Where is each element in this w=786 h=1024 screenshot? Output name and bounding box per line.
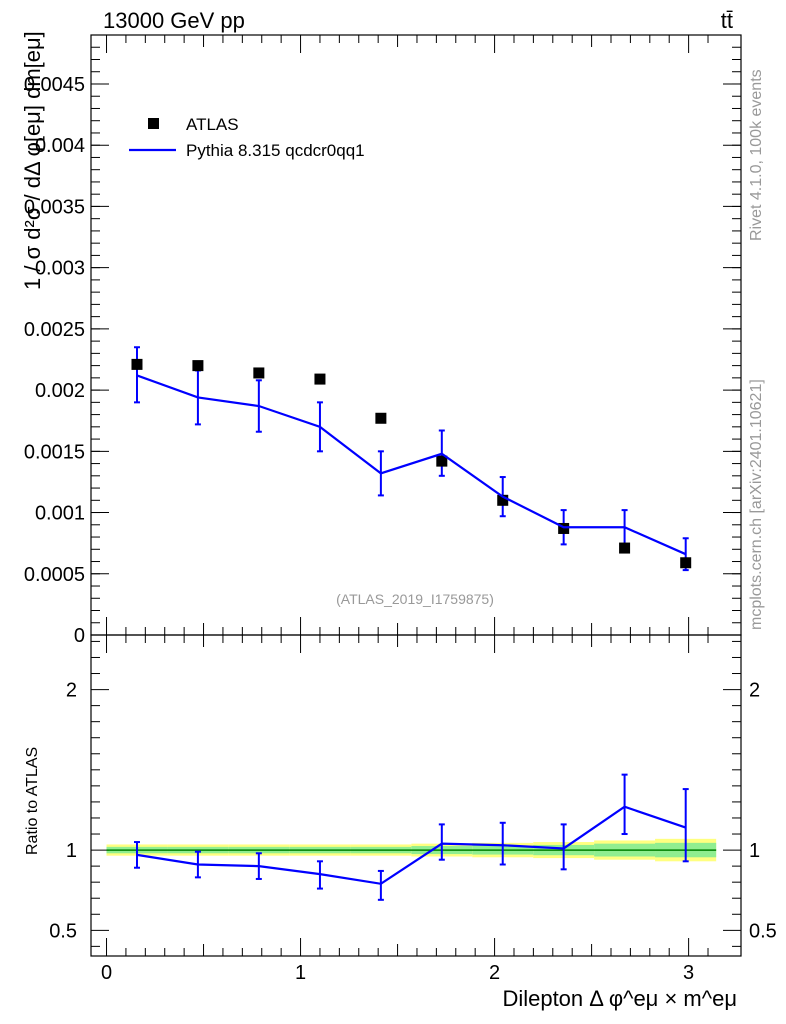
ratio-y-tick-label: 0.5 — [49, 920, 77, 942]
watermark: (ATLAS_2019_I1759875) — [336, 591, 494, 607]
main-plot-panel: 0.0005 0.001 0.0015 0.002 0.0025 0.003 0.0035 0… — [24, 34, 742, 647]
main-mc-line — [136, 374, 687, 556]
y-axis-label-ratio: Ratio to ATLAS — [24, 747, 41, 855]
y-tick-label: 0.0035 — [24, 196, 85, 218]
y-tick-label: 0.003 — [35, 258, 85, 280]
mcplots-info: mcplots.cern.ch [arXiv:2401.10621] — [748, 379, 765, 630]
ratio-y-tick-label-right: 2 — [749, 680, 760, 702]
ratio-mc-line — [133, 773, 689, 901]
y-tick-label: 0.002 — [35, 380, 85, 402]
data-point — [314, 373, 326, 385]
main-data-markers — [131, 358, 692, 569]
ratio-y-tick-label-right: 0.5 — [749, 920, 777, 942]
x-tick-label: 1 — [295, 962, 306, 984]
data-point — [497, 494, 509, 506]
data-point — [375, 412, 387, 424]
x-axis-label: Dilepton Δ φ^eμ × m^eμ — [502, 986, 737, 1011]
data-point — [558, 522, 570, 534]
rivet-info: Rivet 4.1.0, 100k events — [748, 69, 765, 241]
data-point — [680, 557, 692, 569]
ratio-series-line — [136, 805, 687, 885]
y-tick-label: 0.0015 — [24, 441, 85, 463]
ratio-plot-panel: 0.5 0.5 1 1 2 2 — [49, 634, 777, 957]
process-label: tt̄ — [721, 8, 733, 33]
x-tick-label: 2 — [489, 962, 500, 984]
data-point — [131, 358, 143, 370]
y-tick-label: 0.0025 — [24, 319, 85, 341]
ratio-axis-ticks: 0.5 0.5 1 1 2 2 — [49, 635, 777, 956]
data-point — [192, 360, 204, 372]
legend-data-label: ATLAS — [186, 115, 239, 134]
data-point — [436, 455, 448, 467]
data-point — [253, 367, 265, 379]
legend-data-marker — [148, 118, 159, 129]
data-point — [619, 542, 631, 554]
y-tick-label: 0.004 — [35, 135, 85, 157]
main-axis-ticks: 0.0005 0.001 0.0015 0.002 0.0025 0.003 0.0035 0… — [24, 35, 741, 647]
ratio-y-tick-label-right: 1 — [749, 840, 760, 862]
y-axis-label-main: 1 / σ d²σ / dΔ φ[eμ] dm[eμ] — [20, 31, 45, 290]
x-tick-label: 3 — [683, 962, 694, 984]
mc-series-line — [136, 374, 687, 556]
y-tick-label-zero: 0 — [74, 625, 85, 647]
ratio-y-tick-label: 2 — [66, 680, 77, 702]
x-tick-labels: 0 1 2 3 — [101, 962, 694, 984]
y-tick-label: 0.001 — [35, 503, 85, 525]
y-tick-label: 0.0045 — [24, 74, 85, 96]
ratio-plot-frame — [90, 634, 742, 957]
y-tick-label: 0.0005 — [24, 564, 85, 586]
legend-mc-label: Pythia 8.315 qcdcr0qq1 — [186, 141, 365, 160]
main-mc-error-bars — [133, 346, 689, 572]
ratio-y-tick-label: 1 — [66, 840, 77, 862]
energy-label: 13000 GeV pp — [103, 8, 245, 33]
x-tick-label: 0 — [101, 962, 112, 984]
legend: ATLAS Pythia 8.315 qcdcr0qq1 — [129, 115, 365, 160]
